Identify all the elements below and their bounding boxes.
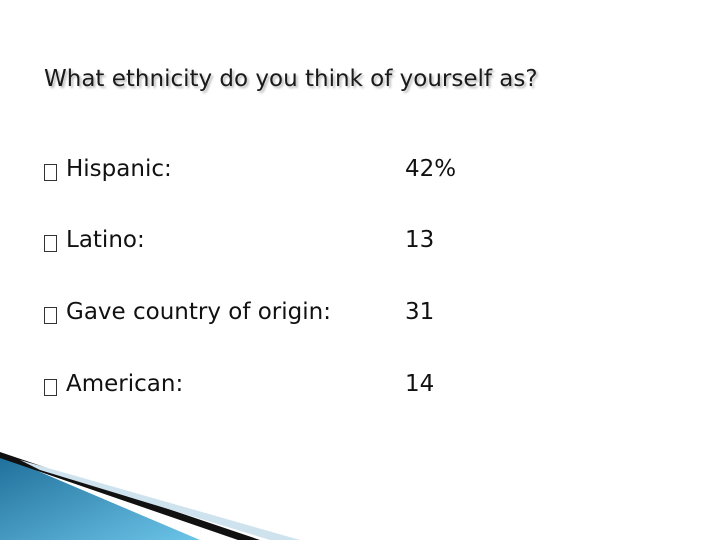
item-value: 42% bbox=[405, 156, 457, 182]
item-label: American: bbox=[66, 371, 184, 397]
item-label: Gave country of origin: bbox=[66, 299, 331, 325]
item-value: 31 bbox=[405, 299, 435, 325]
list-item: Hispanic: 42% bbox=[44, 156, 684, 188]
deco-stripe-light bbox=[20, 460, 300, 540]
bullet bbox=[44, 307, 57, 324]
decoration bbox=[0, 452, 300, 540]
list-item: Latino: 13 bbox=[44, 227, 684, 259]
bullet bbox=[44, 164, 57, 181]
list-item: Gave country of origin: 31 bbox=[44, 299, 684, 331]
deco-shape bbox=[0, 455, 200, 540]
item-value: 14 bbox=[405, 371, 435, 397]
item-value: 13 bbox=[405, 227, 435, 253]
bullet bbox=[44, 235, 57, 252]
slide-title: What ethnicity do you think of yourself … bbox=[44, 66, 538, 92]
item-label: Hispanic: bbox=[66, 156, 172, 182]
list-item: American: 14 bbox=[44, 371, 684, 403]
item-label: Latino: bbox=[66, 227, 145, 253]
bullet bbox=[44, 379, 57, 396]
